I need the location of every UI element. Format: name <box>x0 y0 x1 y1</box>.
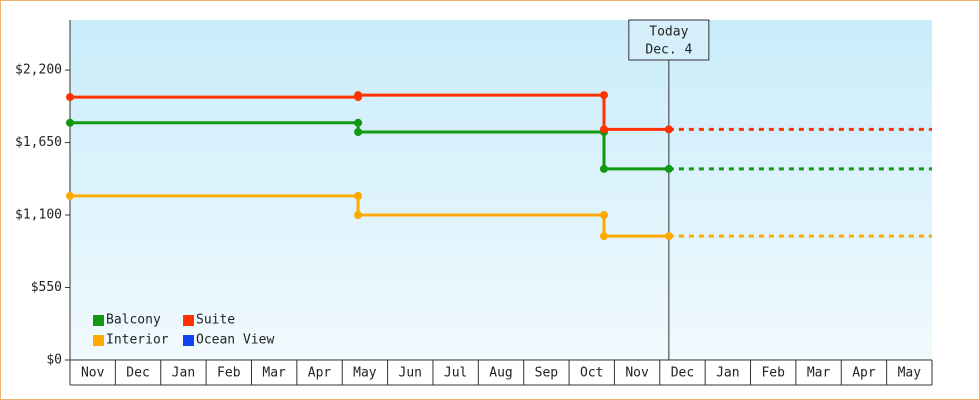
x-tick-label: Jun <box>399 366 422 381</box>
x-tick-label: Dec <box>126 366 149 381</box>
legend-label: Interior <box>106 333 169 348</box>
legend-swatch <box>93 335 104 346</box>
point <box>66 118 74 127</box>
legend-label: Suite <box>196 313 235 328</box>
point <box>599 211 608 220</box>
point <box>66 93 74 102</box>
legend-swatch <box>183 315 194 326</box>
series-line <box>70 93 669 131</box>
series-line <box>70 194 669 238</box>
x-tick-label: Dec <box>671 366 694 381</box>
x-tick-label: Nov <box>625 366 649 381</box>
series-line <box>70 121 669 171</box>
point <box>354 118 363 127</box>
x-tick-label: Oct <box>580 366 603 381</box>
point <box>354 211 363 220</box>
x-tick-label: Aug <box>489 366 512 381</box>
legend-label: Balcony <box>106 313 161 328</box>
point <box>66 191 74 200</box>
point <box>664 125 673 134</box>
x-tick-label: Mar <box>262 366 286 381</box>
x-tick-label: Apr <box>852 366 876 381</box>
x-tick-label: May <box>898 366 922 381</box>
legend-swatch <box>93 315 104 326</box>
today-label: Today <box>649 25 688 40</box>
point <box>599 164 608 173</box>
point <box>664 232 673 241</box>
y-tick-label: $0 <box>46 353 62 368</box>
x-tick-label: Nov <box>81 366 105 381</box>
point <box>664 164 673 173</box>
plot-area <box>70 20 932 360</box>
y-tick-label: $550 <box>31 280 62 295</box>
point <box>599 232 608 241</box>
x-tick-label: Mar <box>807 366 831 381</box>
y-tick-label: $2,200 <box>15 63 62 78</box>
point <box>599 125 608 134</box>
point <box>599 91 608 100</box>
legend-swatch <box>183 335 194 346</box>
point <box>354 91 363 100</box>
x-tick-label: Sep <box>535 366 559 381</box>
today-box <box>628 19 710 61</box>
x-tick-label: Jan <box>172 366 195 381</box>
x-tick-label: Feb <box>761 366 785 381</box>
x-tick-label: Apr <box>308 366 332 381</box>
legend-label: Ocean View <box>196 333 274 348</box>
x-tick-label: Feb <box>217 366 241 381</box>
today-label: Dec. 4 <box>645 43 692 58</box>
x-tick-label: May <box>353 366 377 381</box>
x-tick-label: Jan <box>716 366 739 381</box>
y-tick-label: $1,100 <box>15 208 62 223</box>
x-tick-label: Jul <box>444 366 467 381</box>
point <box>354 191 363 200</box>
point <box>354 128 363 137</box>
y-tick-label: $1,650 <box>15 135 62 150</box>
